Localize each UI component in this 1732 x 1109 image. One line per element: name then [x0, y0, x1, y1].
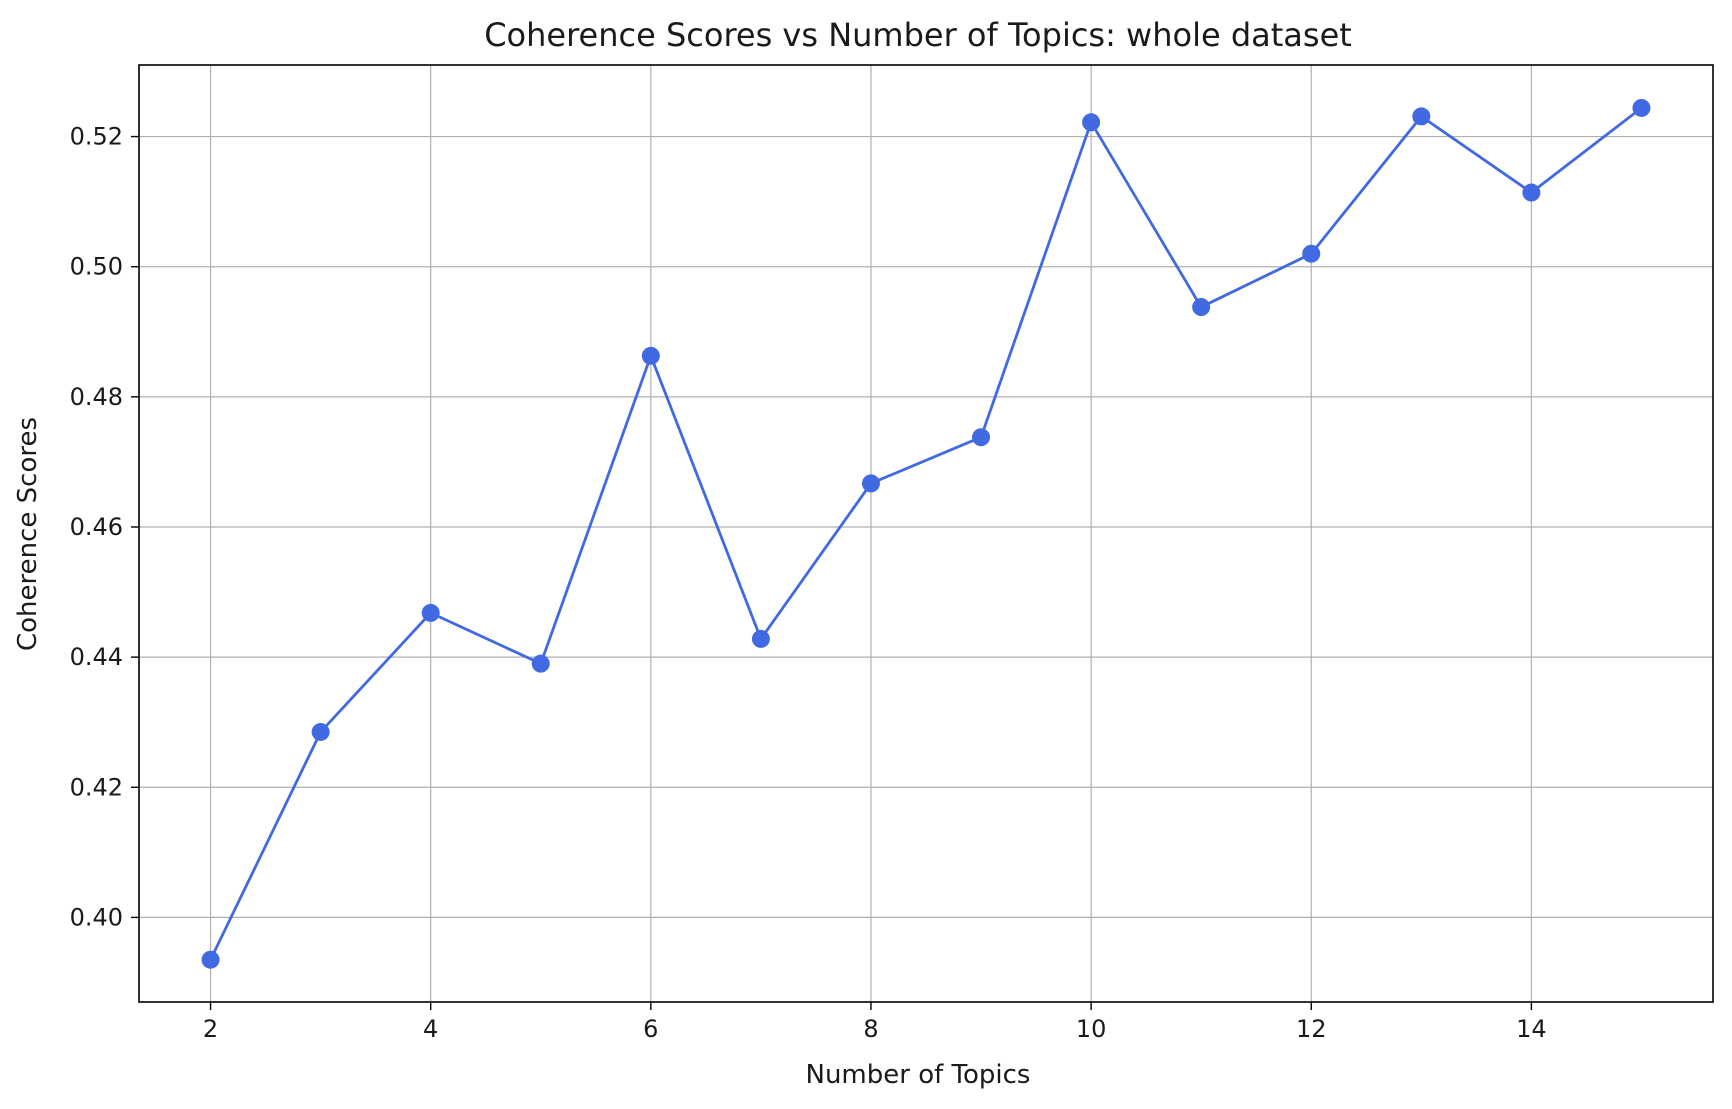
data-point: [861, 474, 880, 493]
data-point: [1412, 107, 1431, 126]
plot-area-frame: [138, 64, 1714, 1003]
x-tick-label: 14: [1516, 1015, 1547, 1043]
x-tick-label: 12: [1296, 1015, 1327, 1043]
grid: [139, 65, 1713, 1002]
y-tick-label: 0.40: [70, 903, 123, 931]
y-tick-label: 0.52: [70, 123, 123, 151]
y-tick-label: 0.46: [70, 513, 123, 541]
x-axis-label: Number of Topics: [806, 1060, 1031, 1090]
series-line: [209, 106, 1643, 961]
x-axis-ticks: 2 4 6 8 10 12 14: [203, 1002, 1547, 1043]
data-point: [1192, 298, 1211, 317]
data-point: [1632, 98, 1651, 117]
data-point: [751, 629, 770, 648]
data-point: [972, 428, 991, 447]
data-point: [1302, 244, 1321, 263]
y-tick-label: 0.44: [70, 643, 123, 671]
data-point: [311, 722, 330, 741]
x-tick-label: 2: [203, 1015, 218, 1043]
data-points: [201, 98, 1651, 969]
x-tick-label: 4: [423, 1015, 438, 1043]
data-point: [421, 603, 440, 622]
data-point: [641, 346, 660, 365]
y-tick-label: 0.48: [70, 383, 123, 411]
chart-title: Coherence Scores vs Number of Topics: wh…: [484, 16, 1352, 54]
y-tick-label: 0.50: [70, 253, 123, 281]
y-axis-label: Coherence Scores: [13, 417, 43, 651]
y-tick-label: 0.42: [70, 773, 123, 801]
x-tick-label: 10: [1076, 1015, 1107, 1043]
y-axis-ticks: 0.40 0.42 0.44 0.46 0.48 0.50 0.52: [70, 123, 139, 931]
data-point: [201, 950, 220, 969]
data-point: [531, 654, 550, 673]
data-point: [1082, 113, 1101, 132]
data-point: [1522, 183, 1541, 202]
x-tick-label: 8: [863, 1015, 878, 1043]
x-tick-label: 6: [643, 1015, 658, 1043]
